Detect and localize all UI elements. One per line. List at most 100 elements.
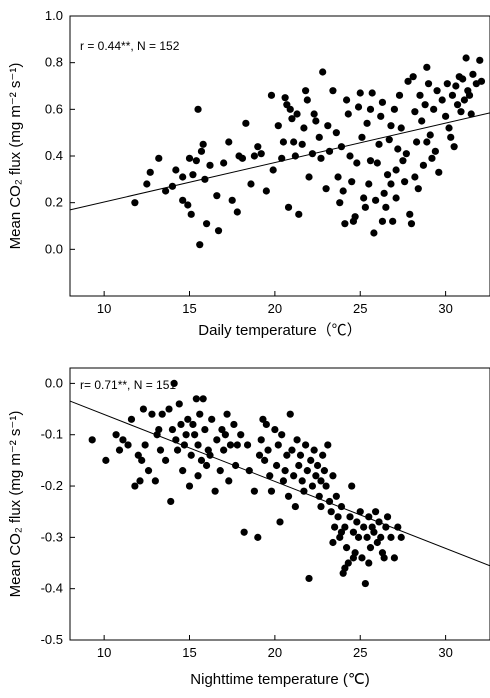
data-point xyxy=(329,472,337,480)
data-point xyxy=(197,456,206,464)
data-point xyxy=(293,110,301,118)
data-point xyxy=(281,467,289,475)
data-point xyxy=(221,431,229,439)
data-point xyxy=(88,436,96,444)
x-tick-label: 30 xyxy=(438,645,452,660)
data-point xyxy=(308,150,317,158)
data-point xyxy=(237,431,245,439)
data-point xyxy=(202,220,211,228)
data-point xyxy=(469,70,477,78)
data-point xyxy=(375,140,383,148)
data-point xyxy=(226,441,235,449)
data-point xyxy=(373,538,381,547)
y-tick-label: 0.4 xyxy=(45,148,63,163)
data-point xyxy=(411,108,419,116)
data-point xyxy=(141,441,149,449)
data-point xyxy=(341,523,349,531)
data-point xyxy=(380,189,388,197)
data-point xyxy=(341,220,349,228)
data-point xyxy=(445,124,453,132)
data-point xyxy=(139,405,148,413)
y-axis-label: Mean CO₂ flux (mg m⁻² s⁻¹) xyxy=(7,411,24,598)
data-point xyxy=(255,451,264,459)
data-point xyxy=(119,436,127,444)
data-point xyxy=(324,122,332,130)
data-point xyxy=(373,159,381,167)
data-point xyxy=(127,415,136,423)
x-tick-label: 15 xyxy=(182,645,196,660)
x-axis-label: Nighttime temperature (℃) xyxy=(190,671,369,688)
data-point xyxy=(363,119,371,127)
data-point xyxy=(179,467,187,475)
data-point xyxy=(329,87,337,95)
data-point xyxy=(344,110,352,118)
data-point xyxy=(331,523,339,531)
data-point xyxy=(162,456,170,464)
data-point xyxy=(476,56,484,64)
data-point xyxy=(278,154,286,162)
data-point xyxy=(158,410,166,418)
data-point xyxy=(305,173,313,181)
data-point xyxy=(271,425,279,434)
data-point xyxy=(233,208,241,216)
data-point xyxy=(254,533,262,541)
data-point xyxy=(337,528,346,536)
data-point xyxy=(337,143,346,151)
data-point xyxy=(372,508,380,516)
data-point xyxy=(284,492,293,500)
data-point xyxy=(431,147,439,155)
data-point xyxy=(406,210,414,218)
data-point xyxy=(394,145,402,153)
data-point xyxy=(313,461,322,470)
data-point xyxy=(156,446,165,454)
data-point xyxy=(194,441,202,449)
data-point xyxy=(402,150,410,158)
data-point xyxy=(254,143,262,151)
data-point xyxy=(378,217,387,225)
data-point xyxy=(382,523,390,531)
data-point xyxy=(302,441,310,449)
x-tick-label: 15 xyxy=(182,301,196,316)
data-point xyxy=(184,201,192,209)
data-point xyxy=(325,147,334,155)
data-point xyxy=(279,477,288,485)
data-point xyxy=(411,173,419,181)
data-point xyxy=(307,456,315,464)
data-point xyxy=(450,143,458,151)
data-point xyxy=(423,138,431,146)
data-point xyxy=(151,477,159,485)
data-point xyxy=(334,173,342,181)
data-point xyxy=(238,154,247,162)
data-point xyxy=(460,96,468,104)
data-point xyxy=(115,446,124,454)
data-point xyxy=(187,451,195,459)
data-point xyxy=(349,554,358,562)
data-point xyxy=(358,133,366,141)
x-tick-label: 25 xyxy=(353,301,367,316)
data-point xyxy=(459,75,467,83)
data-point xyxy=(360,194,368,202)
data-point xyxy=(138,456,146,464)
data-point xyxy=(404,77,412,85)
data-point xyxy=(416,91,424,99)
data-point xyxy=(288,446,296,454)
data-point xyxy=(259,415,267,423)
data-point xyxy=(412,138,421,146)
data-point xyxy=(216,467,224,475)
data-point xyxy=(131,482,139,490)
chart-daily-temperature: 10 15 20 25 30 0.0 0.2 0.4 0.6 0.8 1.0 r = 0.44**, … xyxy=(7,8,490,339)
data-point xyxy=(185,482,194,490)
data-point xyxy=(375,518,383,526)
data-point xyxy=(394,523,402,531)
data-point xyxy=(363,533,371,541)
data-point xyxy=(308,482,317,490)
data-point xyxy=(368,89,376,97)
data-point xyxy=(300,487,308,495)
data-point xyxy=(175,400,183,408)
data-point xyxy=(349,528,358,536)
data-point xyxy=(387,533,395,541)
data-point xyxy=(348,482,356,490)
data-point xyxy=(390,105,398,113)
data-point xyxy=(208,415,216,423)
data-point xyxy=(168,182,177,190)
